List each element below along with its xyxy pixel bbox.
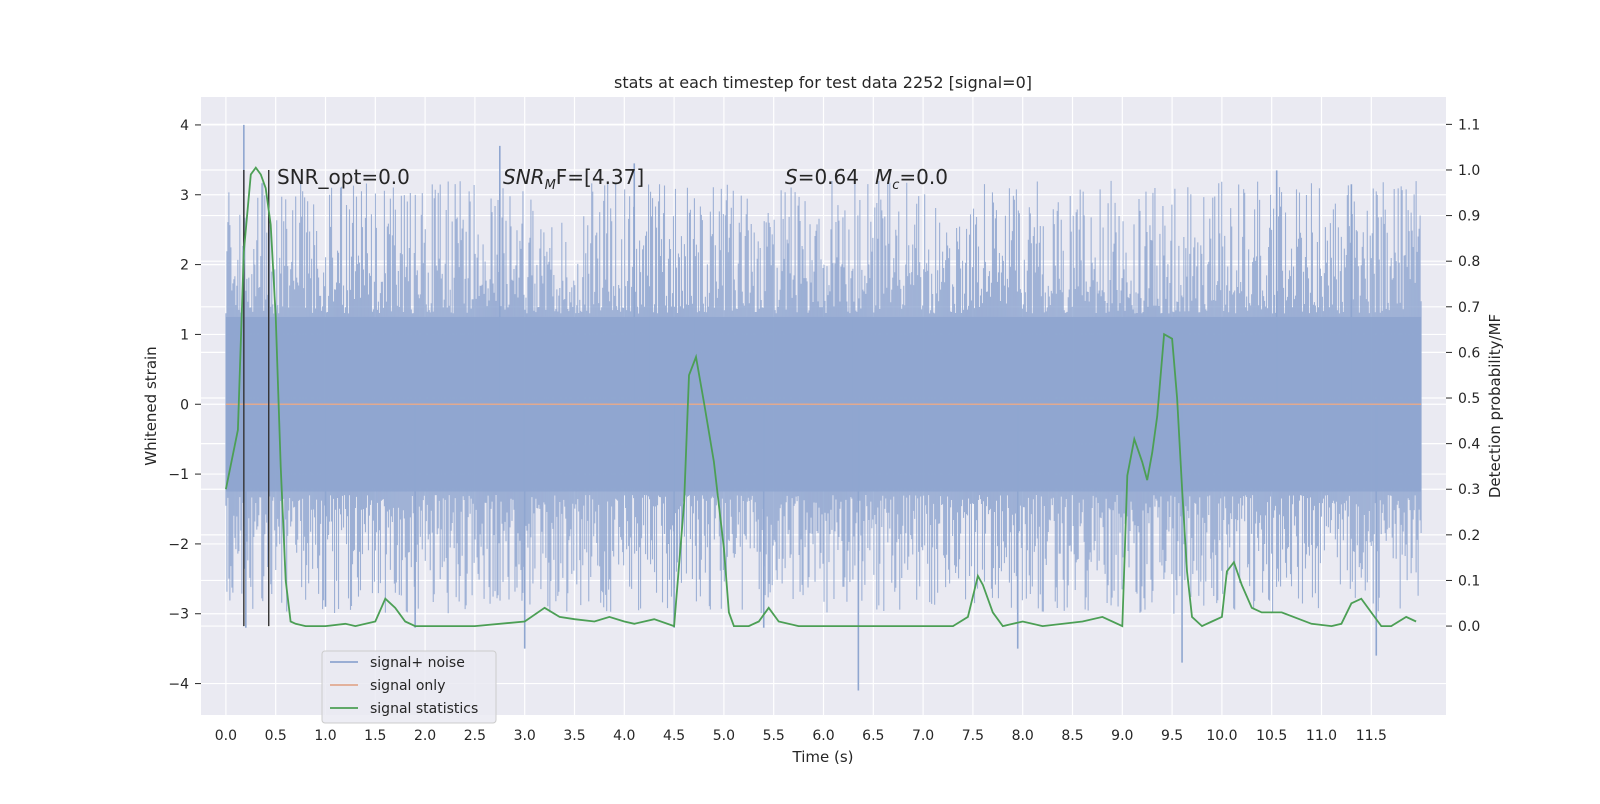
y-left-tick-label: −2	[168, 537, 189, 553]
legend-label-signal-statistics: signal statistics	[370, 701, 478, 717]
x-tick-label: 1.5	[364, 728, 386, 744]
x-tick-label: 11.5	[1356, 728, 1387, 744]
y-right-tick-label: 0.1	[1458, 573, 1480, 589]
y-right-tick-label: 0.7	[1458, 300, 1480, 316]
legend: signal+ noise signal only signal statist…	[321, 650, 497, 724]
mc-value: =0.0	[899, 165, 948, 189]
x-tick-label: 3.5	[563, 728, 585, 744]
y-right-tick-label: 1.0	[1458, 163, 1480, 179]
x-axis-label: Time (s)	[792, 748, 854, 766]
annotation-snr-opt: SNR_opt=0.0	[277, 165, 410, 189]
y-right-tick-label: 1.1	[1458, 117, 1480, 133]
annotation-s-mc: S=0.64 Mc=0.0	[785, 165, 948, 193]
x-tick-label: 2.5	[464, 728, 486, 744]
x-tick-label: 5.0	[713, 728, 735, 744]
chart-title: stats at each timestep for test data 225…	[614, 73, 1032, 92]
y-right-tick-label: 0.0	[1458, 619, 1480, 635]
x-tick-label: 0.0	[215, 728, 237, 744]
x-tick-label: 7.5	[962, 728, 984, 744]
x-tick-label: 4.5	[663, 728, 685, 744]
y-left-tick-label: 2	[180, 258, 189, 274]
y-right-axis-label: Detection probability/MF	[1486, 314, 1504, 498]
y-left-tick-label: 0	[180, 397, 189, 413]
y-right-tick-label: 0.8	[1458, 254, 1480, 270]
y-right-tick-label: 0.9	[1458, 209, 1480, 225]
x-tick-label: 8.5	[1061, 728, 1083, 744]
s-label: S	[785, 165, 798, 189]
y-left-tick-label: −3	[168, 607, 189, 623]
legend-label-signal-noise: signal+ noise	[370, 655, 465, 671]
annotation-snr-mf: SNRMF=[4.37]	[503, 165, 644, 193]
x-tick-label: 7.0	[912, 728, 934, 744]
x-tick-label: 8.0	[1012, 728, 1034, 744]
s-value: =0.64	[798, 165, 859, 189]
y-left-tick-label: −1	[168, 467, 189, 483]
x-tick-label: 10.5	[1256, 728, 1287, 744]
x-tick-label: 6.0	[812, 728, 834, 744]
x-tick-label: 9.0	[1111, 728, 1133, 744]
y-left-tick-label: 4	[180, 118, 189, 134]
mc-sub: c	[892, 178, 899, 193]
snr-mf-sub: M	[545, 178, 556, 193]
x-tick-label: 1.0	[314, 728, 336, 744]
x-tick-labels: 0.0 0.5 1.0 1.5 2.0 2.5 3.0 3.5 4.0 4.5 5.0 5.5 6.0 6…	[215, 728, 1387, 744]
y-right-tick-label: 0.2	[1458, 528, 1480, 544]
legend-box	[321, 650, 497, 724]
x-tick-label: 11.0	[1306, 728, 1337, 744]
legend-label-signal-only: signal only	[370, 678, 445, 694]
signal-statistics-series	[225, 166, 1417, 628]
mc-main: M	[875, 165, 892, 189]
y-right-tick-label: 0.4	[1458, 437, 1480, 453]
snr-mf-main: SNR	[503, 165, 545, 189]
y-right-tick-label: 0.5	[1458, 391, 1480, 407]
y-left-tick-labels: −4 −3 −2 −1 0 1 2 3 4	[168, 118, 201, 693]
x-tick-label: 2.0	[414, 728, 436, 744]
y-left-axis-label: Whitened strain	[142, 346, 160, 465]
x-tick-label: 6.5	[862, 728, 884, 744]
y-right-tick-label: 0.6	[1458, 345, 1480, 361]
x-tick-label: 5.5	[763, 728, 785, 744]
x-tick-label: 4.0	[613, 728, 635, 744]
x-tick-label: 10.0	[1206, 728, 1237, 744]
y-left-tick-label: 3	[180, 188, 189, 204]
x-tick-label: 3.0	[514, 728, 536, 744]
y-right-tick-label: 0.3	[1458, 482, 1480, 498]
y-right-tick-labels: 0.0 0.1 0.2 0.3 0.4 0.5 0.6 0.7 0.8 0.9 1.0 1.1	[1446, 117, 1480, 635]
y-left-tick-label: 1	[180, 327, 189, 343]
snr-mf-rest: F=[4.37]	[556, 165, 644, 189]
y-left-tick-label: −4	[168, 677, 189, 693]
x-tick-label: 9.5	[1161, 728, 1183, 744]
x-tick-label: 0.5	[265, 728, 287, 744]
